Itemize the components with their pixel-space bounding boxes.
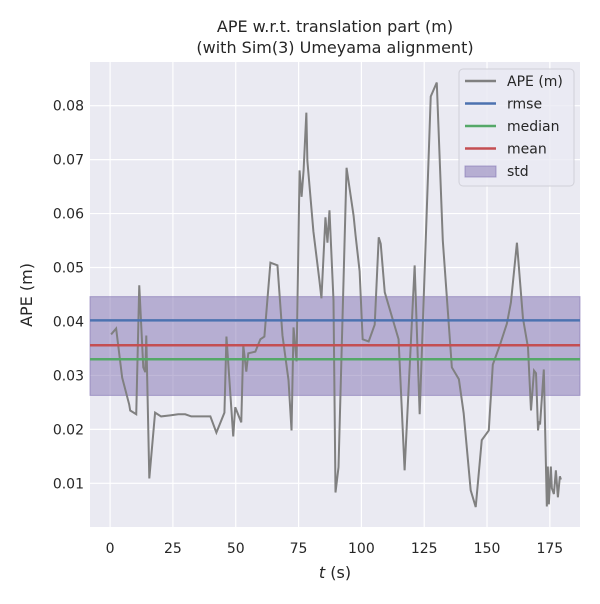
x-tick-label: 100 <box>348 541 375 557</box>
legend: APE (m) rmse median mean std <box>458 68 575 187</box>
legend-label: std <box>507 164 529 180</box>
y-tick-label: 0.02 <box>53 422 84 438</box>
y-tick-label: 0.08 <box>53 99 84 115</box>
y-axis-label: APE (m) <box>17 263 36 327</box>
chart-subtitle: (with Sim(3) Umeyama alignment) <box>196 38 473 57</box>
x-tick-label: 150 <box>474 541 501 557</box>
legend-label: APE (m) <box>507 74 563 90</box>
legend-box <box>458 68 575 187</box>
y-tick-label: 0.07 <box>53 153 84 169</box>
x-tick-label: 50 <box>227 541 245 557</box>
legend-label: mean <box>507 142 547 158</box>
ape-line <box>110 82 562 508</box>
legend-label: median <box>507 119 559 135</box>
legend-swatch-std <box>464 165 497 178</box>
y-tick-label: 0.01 <box>53 476 84 492</box>
chart-title: APE w.r.t. translation part (m) <box>217 17 453 36</box>
y-tick-label: 0.05 <box>53 261 84 277</box>
x-tick-label: 175 <box>536 541 563 557</box>
x-tick-label: 0 <box>106 541 115 557</box>
legend-label: rmse <box>507 97 542 113</box>
x-tick-label: 75 <box>290 541 308 557</box>
x-tick-label: 125 <box>411 541 438 557</box>
y-tick-label: 0.04 <box>53 314 84 330</box>
x-tick-label: 25 <box>164 541 182 557</box>
y-tick-label: 0.06 <box>53 207 84 223</box>
y-tick-label: 0.03 <box>53 368 84 384</box>
x-axis-label: t (s) <box>319 563 351 582</box>
